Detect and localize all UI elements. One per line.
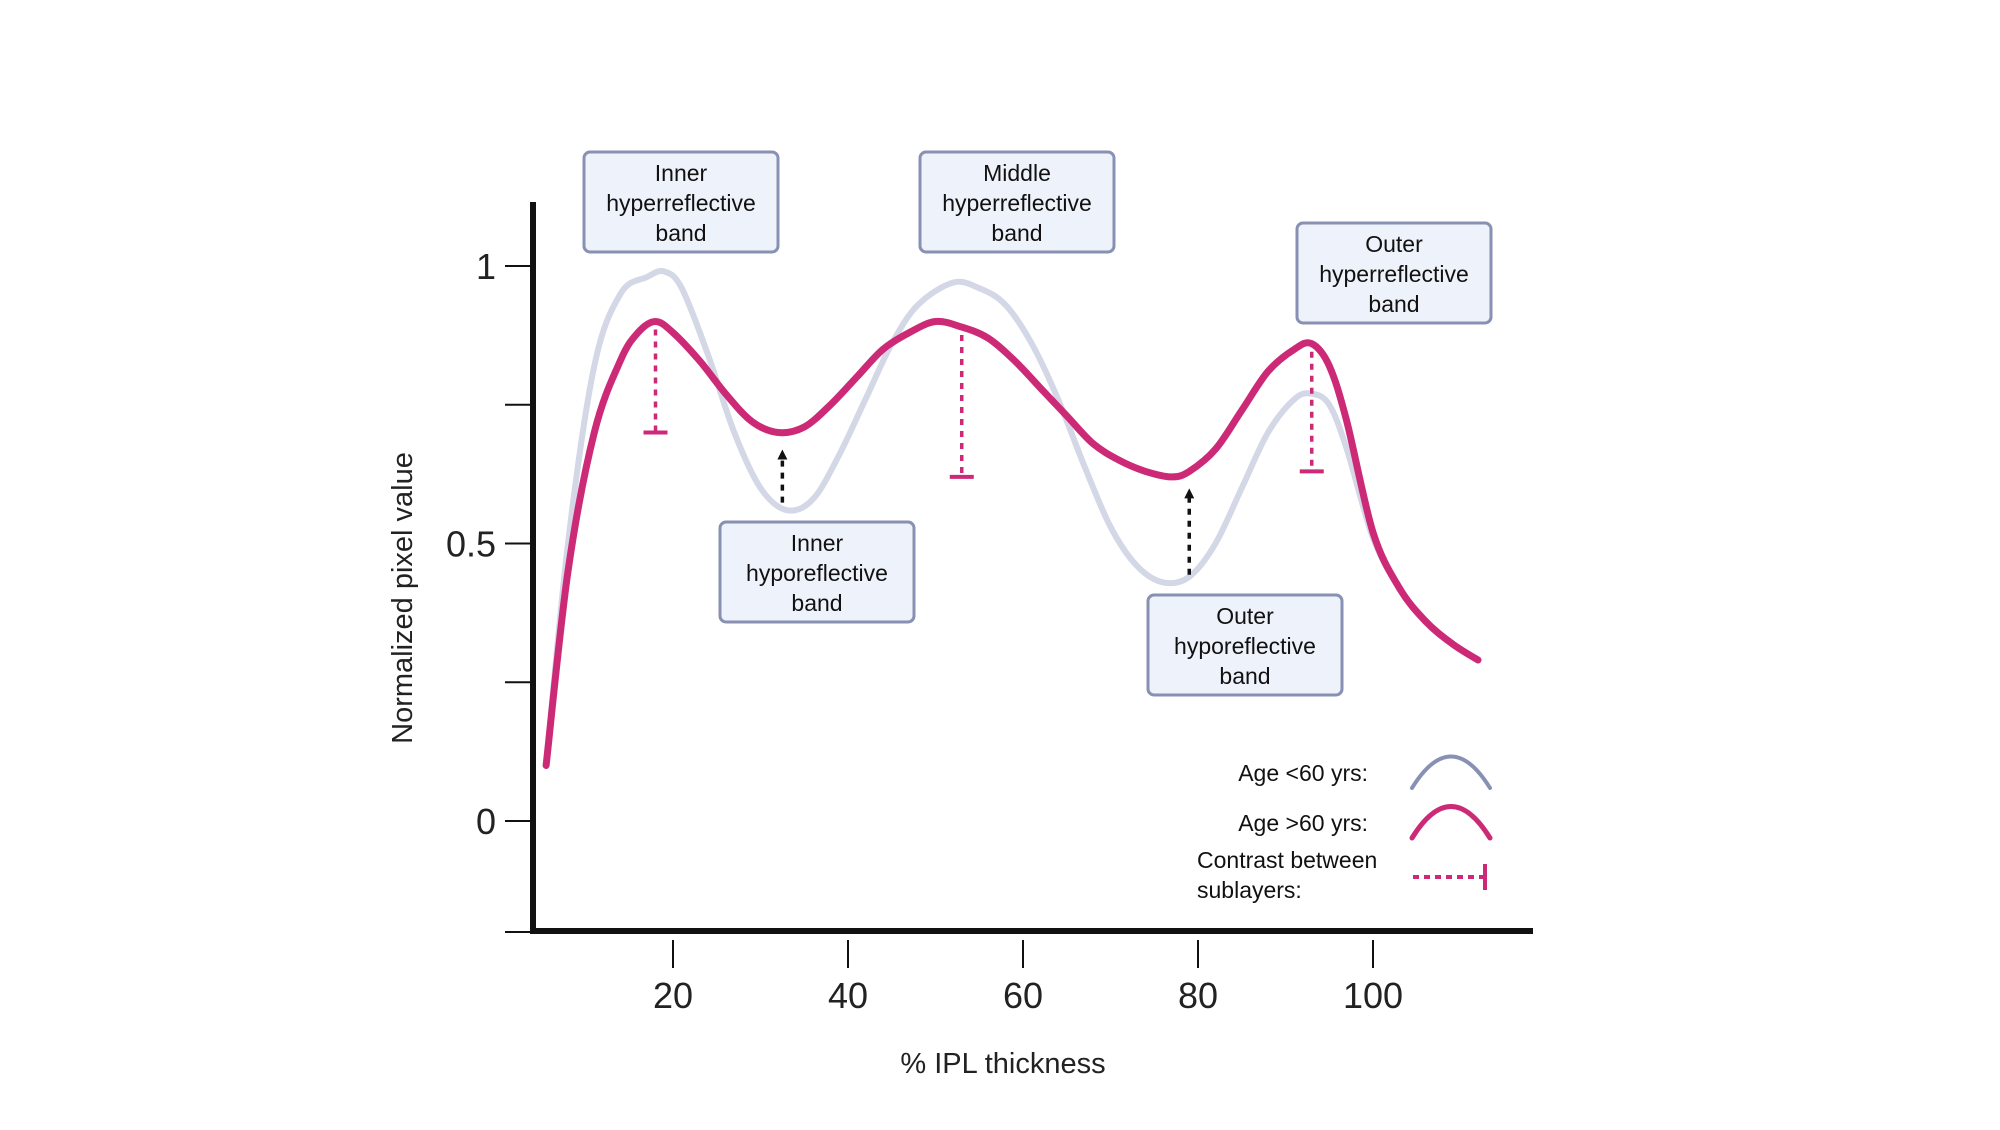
- legend-item: Age >60 yrs:: [1238, 804, 1493, 841]
- legend-arc-symbol: [1410, 754, 1492, 790]
- legend-arc-symbol: [1409, 804, 1493, 841]
- legend-label: Contrast between: [1197, 847, 1377, 873]
- annotation-line: Outer: [1216, 603, 1274, 629]
- annotation-line: Inner: [655, 160, 708, 186]
- annotation-inner-hyporeflective: Inner hyporeflective band: [718, 520, 916, 624]
- annotation-box: [918, 150, 1116, 254]
- annotation-line: hyperreflective: [942, 190, 1092, 216]
- annotation-box: [1295, 221, 1493, 325]
- tick-layer: 20 40 60 80 100 0 0.5 1: [446, 246, 1403, 1016]
- annotation-inner-hyperreflective: Inner hyperreflective band: [582, 150, 780, 254]
- x-tick-label: 80: [1178, 975, 1218, 1016]
- annotation-line: band: [655, 220, 706, 246]
- legend-label: Age >60 yrs:: [1238, 810, 1368, 836]
- legend: Age <60 yrs: Age >60 yrs: Contrast between…: [1197, 754, 1493, 903]
- annotation-line: Inner: [791, 530, 844, 556]
- annotation-line: band: [991, 220, 1042, 246]
- annotation-outer-hyporeflective: Outer hyporeflective band: [1146, 593, 1344, 697]
- annotation-line: band: [791, 590, 842, 616]
- annotation-box: [582, 150, 780, 254]
- annotation-outer-hyperreflective: Outer hyperreflective band: [1295, 221, 1493, 325]
- annotation-line: band: [1219, 663, 1270, 689]
- series-layer: [542, 268, 1482, 769]
- legend-item: Contrast between sublayers:: [1197, 847, 1487, 903]
- annotation-layer: Inner hyperreflective band Middle hyperrefle…: [582, 150, 1493, 697]
- annotation-line: hyperreflective: [606, 190, 756, 216]
- legend-label: Age <60 yrs:: [1238, 760, 1368, 786]
- x-tick-label: 60: [1003, 975, 1043, 1016]
- x-tick-label: 40: [828, 975, 868, 1016]
- annotation-line: hyporeflective: [746, 560, 888, 586]
- annotation-line: band: [1368, 291, 1419, 317]
- series-line-under-60: [543, 268, 1481, 769]
- annotation-line: hyporeflective: [1174, 633, 1316, 659]
- marker-layer: [643, 329, 1324, 575]
- x-tick-label: 20: [653, 975, 693, 1016]
- contrast-marker: [643, 329, 668, 435]
- contrast-marker: [1299, 351, 1324, 474]
- annotation-line: Middle: [983, 160, 1051, 186]
- legend-item: Age <60 yrs:: [1238, 754, 1492, 790]
- y-axis-title: Normalized pixel value: [387, 452, 419, 744]
- x-axis-title: % IPL thickness: [900, 1048, 1105, 1080]
- y-tick-label: 0.5: [446, 524, 496, 565]
- contrast-marker: [949, 335, 974, 479]
- legend-label: sublayers:: [1197, 877, 1302, 903]
- y-tick-label: 1: [476, 246, 496, 287]
- x-tick-label: 100: [1343, 975, 1403, 1016]
- y-tick-label: 0: [476, 801, 496, 842]
- annotation-middle-hyperreflective: Middle hyperreflective band: [918, 150, 1116, 254]
- axes: [530, 202, 1533, 934]
- annotation-line: hyperreflective: [1319, 261, 1469, 287]
- annotation-box: [718, 520, 916, 624]
- annotation-box: [1146, 593, 1344, 697]
- annotation-line: Outer: [1365, 231, 1423, 257]
- series-line-over-60: [542, 317, 1482, 769]
